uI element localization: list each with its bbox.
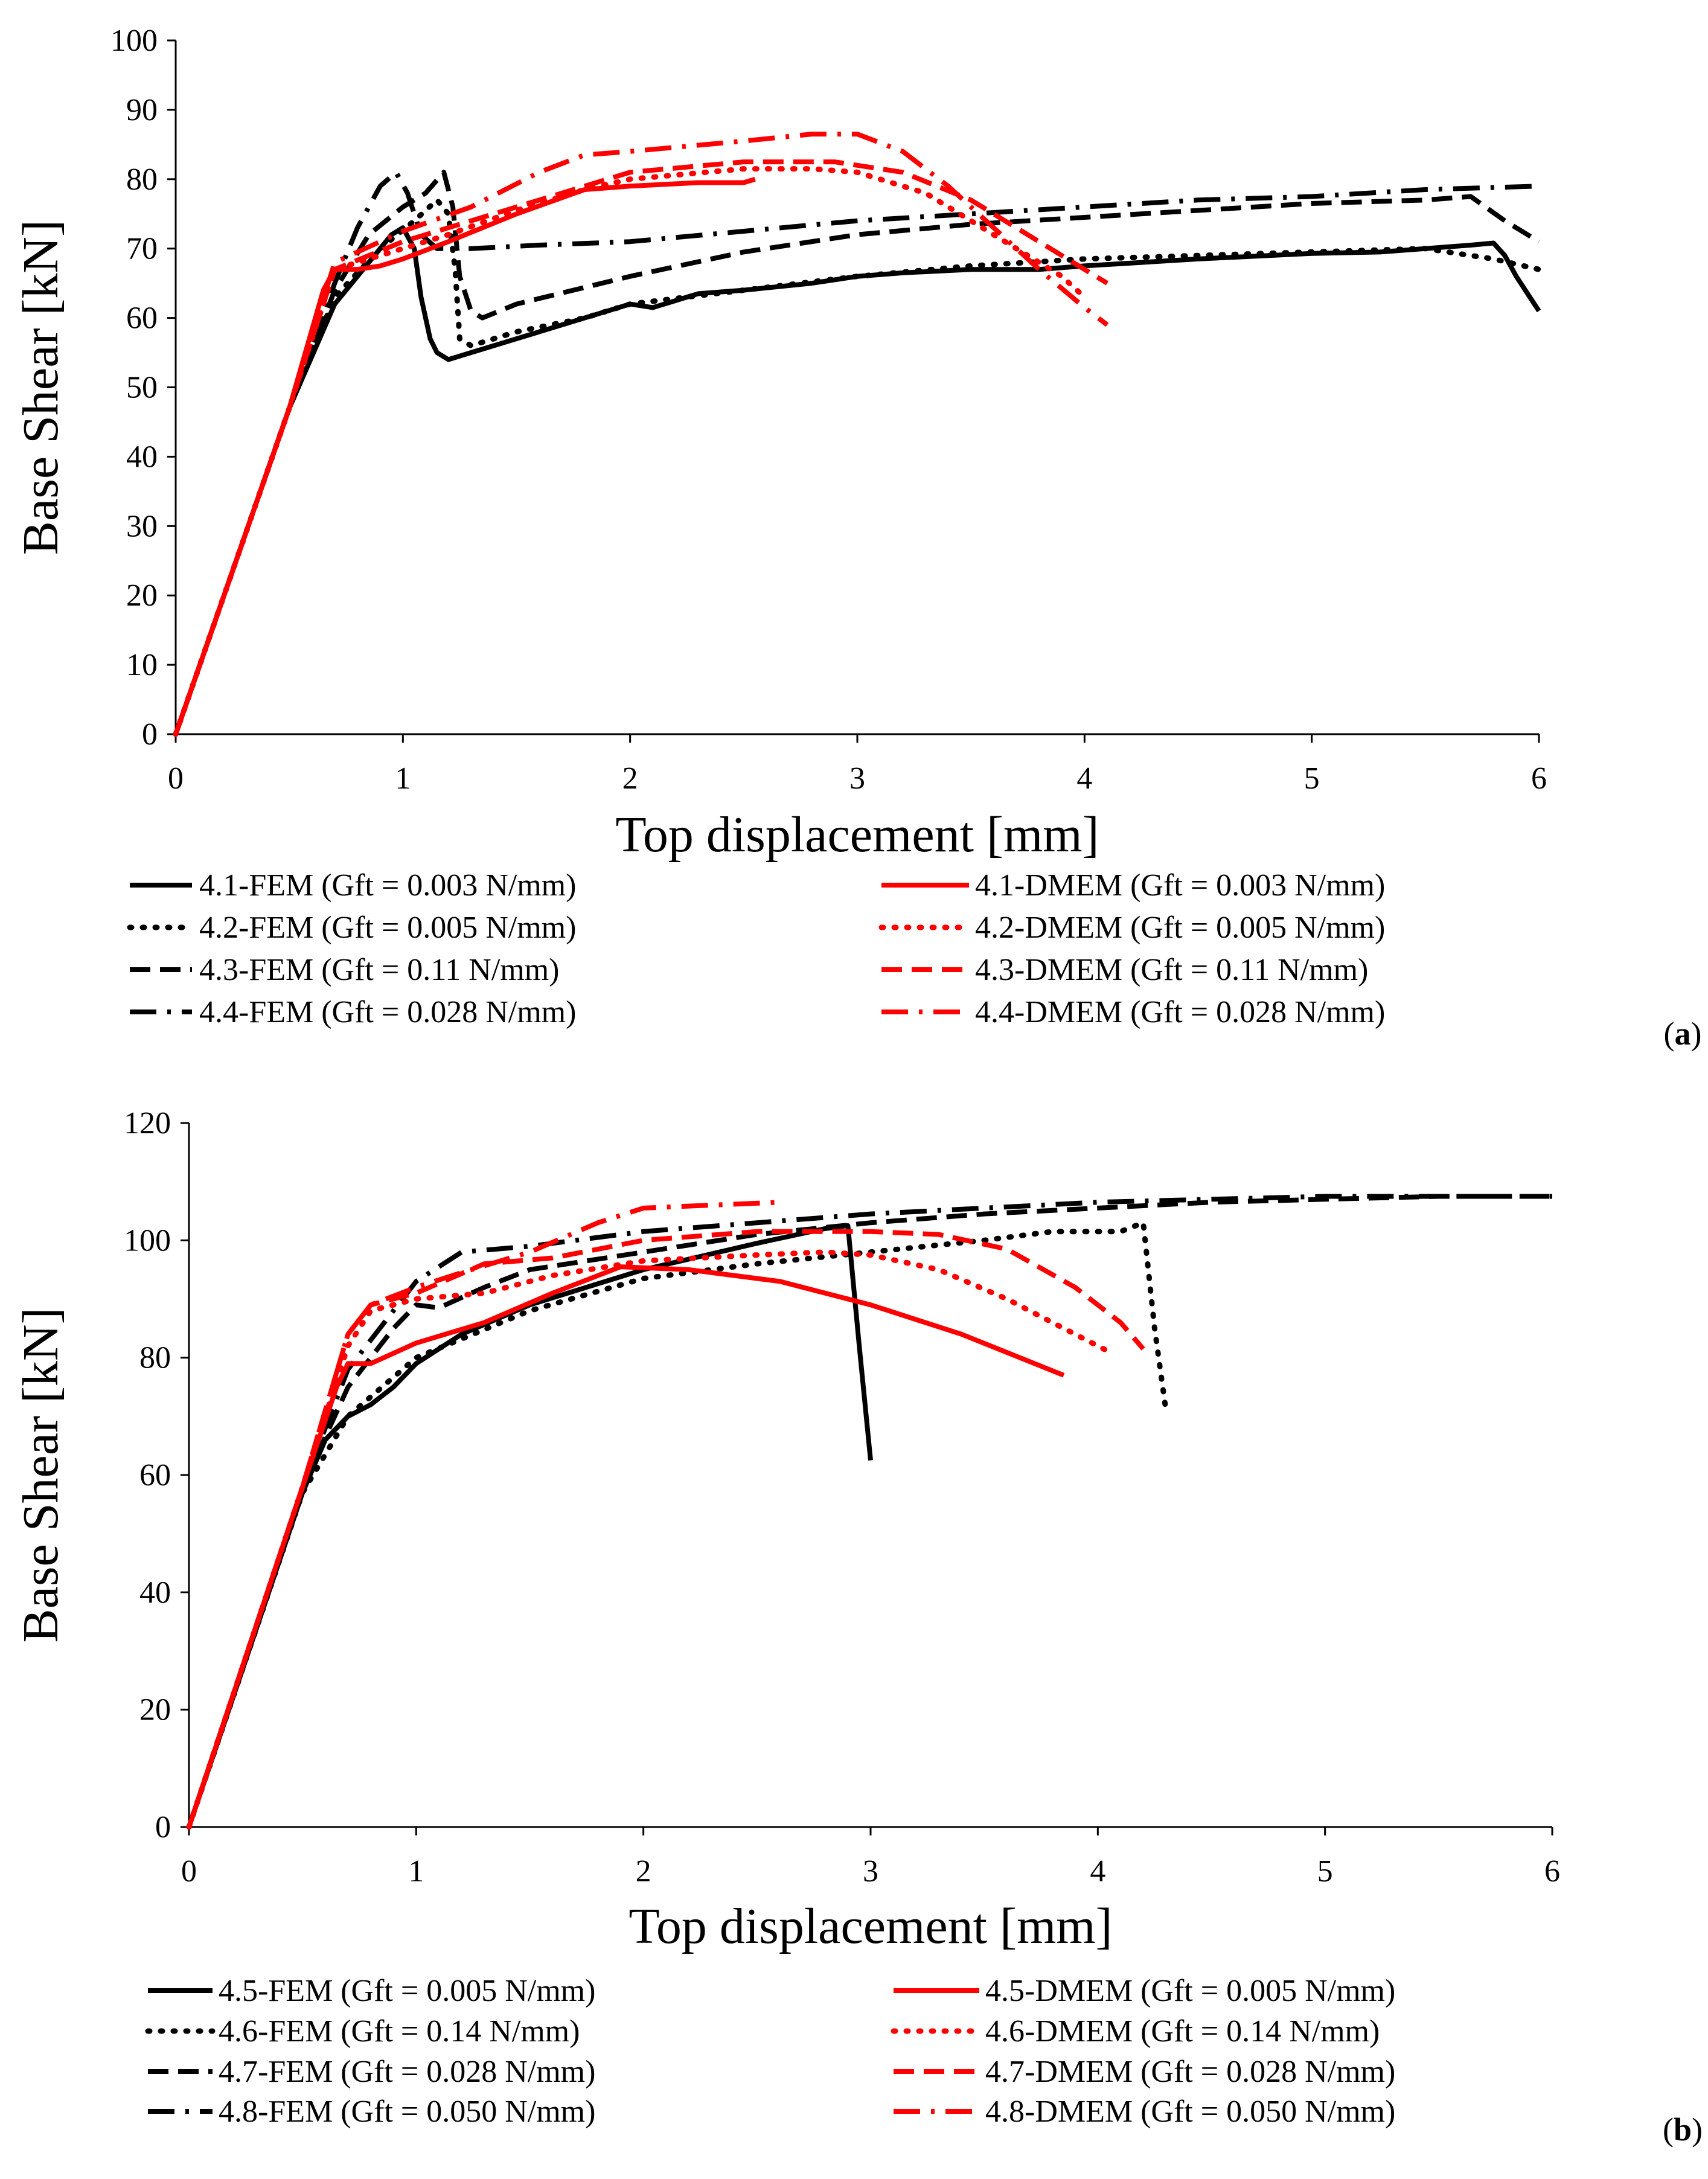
series-line <box>187 1229 1145 1828</box>
x-tick-label: 3 <box>863 1854 878 1889</box>
x-tick-label: 0 <box>181 1854 197 1889</box>
y-tick-label: 20 <box>126 578 158 613</box>
legend-label: 4.8-FEM (Gft = 0.050 N/mm) <box>219 2094 595 2129</box>
y-tick-label: 60 <box>139 1458 171 1493</box>
x-tick-label: 6 <box>1544 1854 1560 1889</box>
x-tick-label: 5 <box>1304 761 1320 796</box>
x-tick-label: 6 <box>1531 761 1547 796</box>
y-axis-title: Base Shear [kN] <box>13 1307 69 1642</box>
series-line <box>186 1249 1112 1830</box>
x-tick-label: 2 <box>636 1854 651 1889</box>
y-tick-label: 60 <box>126 301 158 336</box>
series-line <box>173 225 1541 735</box>
legend-label: 4.2-DMEM (Gft = 0.005 N/mm) <box>975 910 1385 945</box>
y-tick-label: 70 <box>126 232 158 266</box>
legend-label: 4.7-DMEM (Gft = 0.028 N/mm) <box>985 2055 1395 2089</box>
series-line <box>173 176 756 735</box>
y-tick-label: 40 <box>126 440 158 474</box>
y-tick-label: 40 <box>139 1575 171 1610</box>
legend-label: 4.1-DMEM (Gft = 0.003 N/mm) <box>975 868 1385 903</box>
legend-label: 4.7-FEM (Gft = 0.028 N/mm) <box>219 2055 595 2089</box>
x-tick-label: 4 <box>1076 761 1092 796</box>
legend-label: 4.4-DMEM (Gft = 0.028 N/mm) <box>975 995 1385 1029</box>
y-tick-label: 90 <box>126 93 158 127</box>
panel-b: 0 20 40 60 80 100 120 0 1 2 3 4 5 6 Top displacement [… <box>13 1106 1703 2148</box>
x-tick-label: 4 <box>1090 1854 1105 1889</box>
y-tick-label: 120 <box>124 1106 171 1141</box>
y-tick-label: 100 <box>110 24 158 58</box>
legend-label: 4.3-DMEM (Gft = 0.11 N/mm) <box>975 953 1368 987</box>
y-tick-label: 80 <box>126 162 158 197</box>
y-axis-title: Base Shear [kN] <box>13 220 69 555</box>
legend-label: 4.6-FEM (Gft = 0.14 N/mm) <box>219 2014 580 2049</box>
panel-label: (a) <box>1664 1016 1702 1052</box>
y-tick-label: 20 <box>139 1693 171 1727</box>
legend-label: 4.5-FEM (Gft = 0.005 N/mm) <box>219 1974 595 2008</box>
legend-label: 4.4-FEM (Gft = 0.028 N/mm) <box>199 995 576 1029</box>
series-line <box>187 1194 1552 1828</box>
x-tick-label: 1 <box>408 1854 424 1889</box>
y-tick-label: 30 <box>126 509 158 543</box>
legend-label: 4.5-DMEM (Gft = 0.005 N/mm) <box>985 1974 1395 2008</box>
series-line <box>173 170 1541 735</box>
series-line <box>187 1200 780 1828</box>
legend-label: 4.3-FEM (Gft = 0.11 N/mm) <box>199 953 559 987</box>
series-line <box>173 170 1540 735</box>
legend-label: 4.8-DMEM (Gft = 0.050 N/mm) <box>985 2094 1395 2129</box>
series-line <box>173 132 1109 735</box>
y-tick-label: 80 <box>139 1341 171 1375</box>
x-tick-label: 2 <box>622 761 638 796</box>
x-axis-title: Top displacement [mm] <box>629 1898 1112 1954</box>
y-tick-label: 50 <box>126 371 158 405</box>
series-line <box>187 1264 1065 1828</box>
y-tick-label: 10 <box>126 648 158 682</box>
series-line <box>187 1194 1552 1828</box>
x-tick-label: 1 <box>395 761 411 796</box>
legend-label: 4.2-FEM (Gft = 0.005 N/mm) <box>199 910 576 945</box>
legend-label: 4.1-FEM (Gft = 0.003 N/mm) <box>199 868 576 903</box>
y-tick-label: 0 <box>155 1810 171 1845</box>
panel-label: (b) <box>1663 2111 1703 2148</box>
y-tick-label: 0 <box>142 717 158 752</box>
panel-label-letter: a <box>1675 1016 1691 1052</box>
series-line <box>173 166 1087 737</box>
series-line <box>173 159 1109 735</box>
panel-a: 0 10 20 30 40 50 60 70 80 90 100 0 1 2 3 4 5 6 Top displac… <box>13 24 1701 1052</box>
legend-label: 4.6-DMEM (Gft = 0.14 N/mm) <box>985 2014 1380 2049</box>
x-tick-label: 3 <box>849 761 865 796</box>
x-tick-label: 0 <box>168 761 184 796</box>
y-tick-label: 100 <box>124 1223 171 1258</box>
series-line <box>186 1220 1169 1830</box>
series-line <box>173 197 1542 737</box>
panel-label-letter: b <box>1674 2111 1692 2148</box>
x-axis-title: Top displacement [mm] <box>615 807 1099 863</box>
x-tick-label: 5 <box>1317 1854 1333 1889</box>
